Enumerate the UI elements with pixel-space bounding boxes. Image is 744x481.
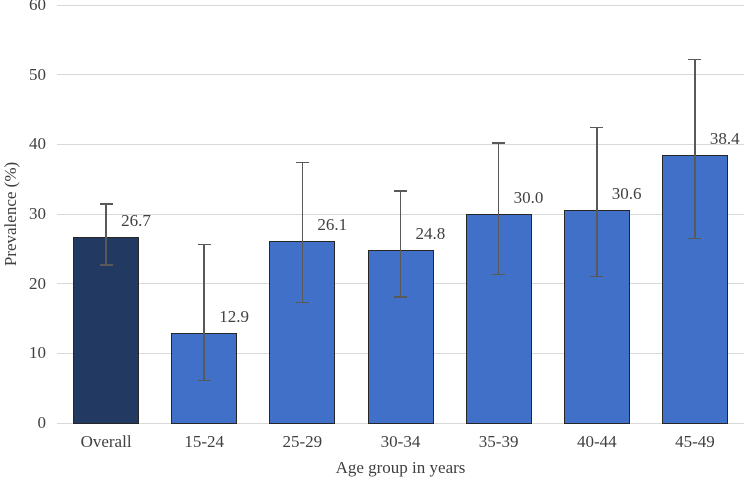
gridline [57, 74, 744, 76]
bar-value-label: 30.0 [513, 188, 544, 207]
error-bar-line [203, 244, 205, 381]
y-tick-label: 50 [29, 64, 46, 84]
error-bar-cap-top [590, 126, 604, 129]
x-tick-label: Overall [80, 432, 132, 451]
error-bar-cap-bottom [99, 264, 113, 266]
y-tick-label: 0 [37, 413, 47, 432]
x-tick-label: 25-29 [282, 432, 323, 451]
y-tick-label: 60 [29, 0, 46, 14]
error-bar-cap-bottom [295, 301, 309, 304]
error-bar-cap-bottom [688, 237, 702, 240]
error-bar-cap-top [197, 243, 211, 246]
bar-value-label: 26.1 [317, 215, 348, 235]
x-tick-label: 30-34 [380, 432, 421, 451]
error-bar-line [301, 162, 304, 303]
y-tick-label: 20 [29, 273, 46, 293]
x-tick-label: 15-24 [184, 432, 225, 451]
gridline [57, 4, 744, 6]
error-bar-cap-top [99, 203, 113, 205]
y-tick-label: 30 [29, 204, 46, 223]
bar-value-label: 24.8 [415, 224, 446, 244]
y-tick-label: 10 [29, 343, 46, 363]
error-bar-cap-bottom [197, 379, 211, 382]
error-bar-cap-top [492, 142, 506, 144]
bar-overall [73, 236, 140, 424]
error-bar-line [105, 204, 107, 265]
error-bar-cap-bottom [394, 296, 407, 298]
error-bar-line [596, 127, 598, 277]
x-tick-label: 35-39 [478, 432, 519, 451]
error-bar-line [399, 191, 402, 297]
bar-value-label: 26.7 [121, 210, 151, 230]
y-tick-label: 40 [29, 134, 46, 154]
error-bar-cap-bottom [590, 275, 604, 278]
x-tick-label: 45-49 [675, 432, 715, 451]
x-axis-title: Age group in years [335, 458, 466, 477]
error-bar-cap-top [295, 161, 309, 164]
error-bar-cap-top [688, 58, 702, 61]
error-bar-line [694, 59, 696, 239]
error-bar-cap-top [394, 190, 407, 192]
error-bar-cap-bottom [492, 273, 506, 276]
bar-value-label: 12.9 [219, 307, 249, 327]
bar-value-label: 38.4 [709, 129, 740, 149]
x-tick-label: 40-44 [576, 432, 617, 451]
bar-value-label: 30.6 [611, 183, 642, 203]
gridline [57, 143, 744, 145]
error-bar-line [497, 142, 500, 275]
